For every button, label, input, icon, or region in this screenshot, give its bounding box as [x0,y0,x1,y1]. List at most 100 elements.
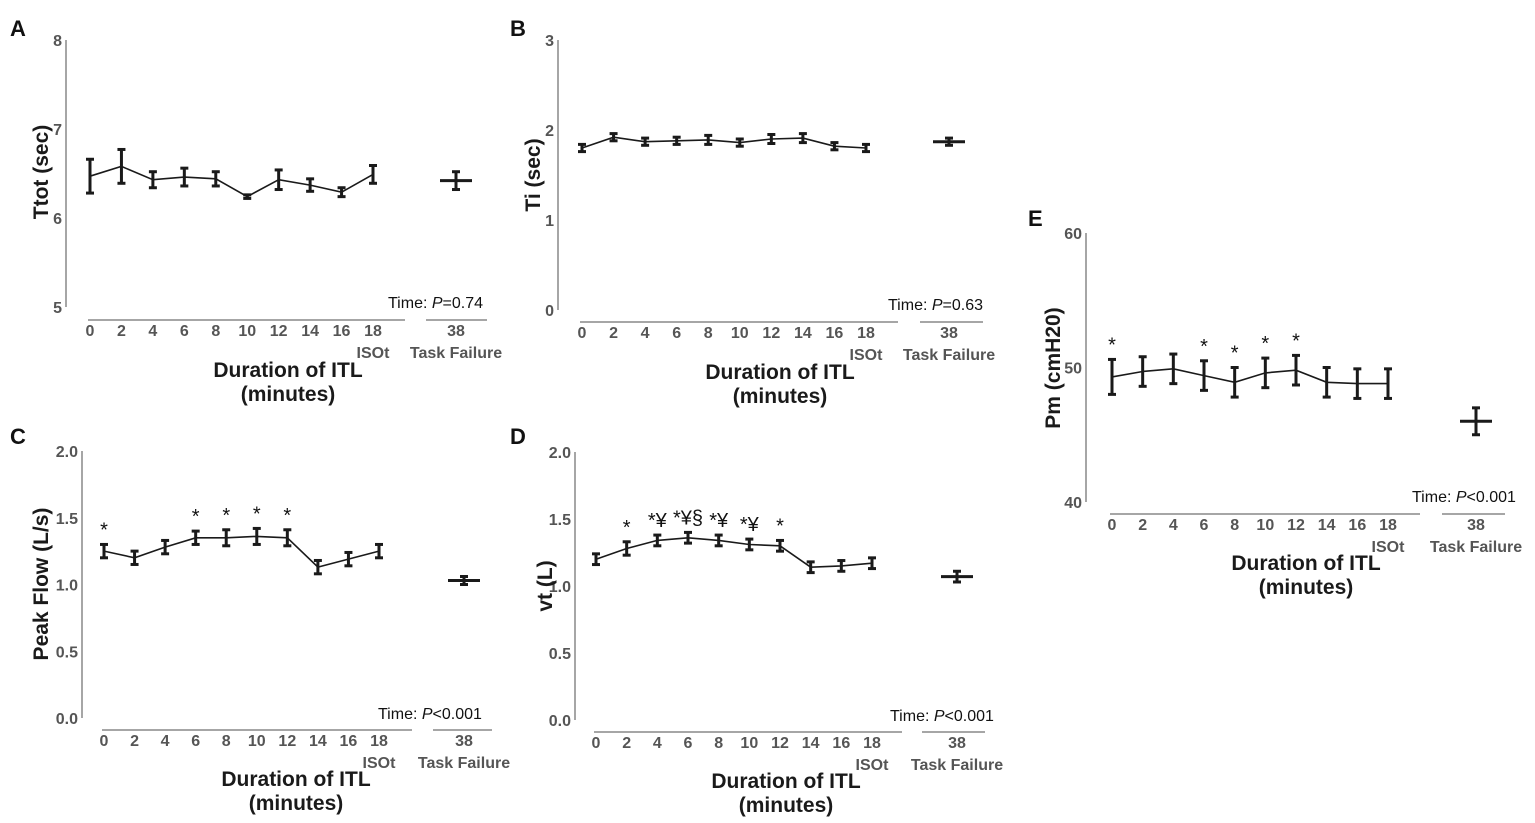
panel-c-x-tick-label: 8 [222,733,231,750]
panel-e-x-tick-label: 10 [1256,517,1274,534]
panel-b-x-tick-label: 18 [857,325,875,342]
panel-b-isot-label: ISOt [850,347,884,364]
panel-c-series-line [103,535,380,568]
panel-c-x-tick-label: 16 [340,733,358,750]
panel-a-y-tick-label: 8 [53,33,62,50]
panel-d-task-failure-tick: 38 [948,735,966,752]
panel-a-y-axis-label: Ttot (sec) [30,125,53,220]
panel-b-x-tick-label: 6 [672,325,681,342]
panel-a-x-tick-label: 0 [86,323,95,340]
panel-a-x-tick-label: 6 [180,323,189,340]
panel-a-x-tick-label: 14 [301,323,319,340]
panel-d-significance-marker: *¥§ [673,507,703,529]
panel-a-y-tick-label: 6 [53,211,62,228]
panel-e-y-axis-label: Pm (cmH20) [1042,307,1065,428]
panel-d-x-tick-label: 0 [592,735,601,752]
panel-c-y-tick-label: 2.0 [56,444,78,461]
panel-a-x-axis-sublabel: (minutes) [241,383,336,406]
panel-e-x-tick-label: 18 [1379,517,1397,534]
panel-a-series-line [89,165,374,198]
panel-b-x-tick-label: 4 [641,325,650,342]
panel-d-significance-marker: * [623,517,631,539]
panel-b-x-tick-label: 8 [704,325,713,342]
panel-e-x-tick-label: 4 [1169,517,1178,534]
panel-b-x-tick-label: 10 [731,325,749,342]
panel-b-y-axis-label: Ti (sec) [522,138,545,211]
panel-d-x-axis-label: Duration of ITL [711,770,860,793]
panel-e-x-tick-label: 8 [1230,517,1239,534]
panel-c-y-tick-label: 1.5 [56,511,78,528]
panel-e-x-tick-label: 0 [1108,517,1117,534]
panel-c-task-failure-label: Task Failure [418,755,510,772]
panel-e-x-axis-label: Duration of ITL [1231,552,1380,575]
panel-e-significance-marker: * [1231,343,1239,365]
panel-e-x-tick-label: 16 [1348,517,1366,534]
panel-c-isot-label: ISOt [363,755,397,772]
panel-e-y-tick-label: 50 [1064,361,1082,378]
panel-d-significance-marker: * [776,515,784,537]
panel-e-task-failure-label: Task Failure [1430,539,1522,556]
panel-b-stat-label: Time: P=0.63 [888,297,983,314]
panel-c-x-tick-label: 4 [161,733,170,750]
panel-e-x-tick-label: 14 [1318,517,1336,534]
panel-d-y-tick-label: 2.0 [549,445,571,462]
panel-d-significance-marker: *¥ [648,510,668,532]
panel-a-isot-label: ISOt [357,345,391,362]
panel-d-y-tick-label: 1.5 [549,512,571,529]
panel-c-y-tick-label: 1.0 [56,578,78,595]
panel-b-x-tick-label: 14 [794,325,812,342]
panel-d-x-tick-label: 18 [863,735,881,752]
panel-e-y-tick-label: 40 [1064,495,1082,512]
panel-d-series-line [595,536,873,569]
panel-d-x-tick-label: 16 [832,735,850,752]
panel-c-x-tick-label: 0 [100,733,109,750]
panel-d-x-tick-label: 2 [622,735,631,752]
panel-e-x-tick-label: 6 [1200,517,1209,534]
panel-d-significance-marker: *¥ [709,510,729,532]
panel-a-y-tick-label: 5 [53,300,62,317]
panel-c-x-tick-label: 18 [370,733,388,750]
panel-d-y-tick-label: 0.5 [549,646,571,663]
panel-c-y-axis-label: Peak Flow (L/s) [30,508,53,661]
panel-e-x-tick-label: 12 [1287,517,1305,534]
panel-a-x-tick-label: 10 [238,323,256,340]
panel-b-x-axis-sublabel: (minutes) [733,385,828,408]
panel-b-series-line [581,136,867,149]
panel-e-significance-marker: * [1200,336,1208,358]
panel-c-significance-marker: * [192,506,200,528]
panel-d-x-tick-label: 12 [771,735,789,752]
panel-c-x-tick-label: 10 [248,733,266,750]
panel-b-y-tick-label: 0 [545,303,554,320]
panel-c-y-tick-label: 0.5 [56,644,78,661]
panel-c-x-tick-label: 6 [191,733,200,750]
panel-b-x-tick-label: 16 [826,325,844,342]
panel-c-x-tick-label: 2 [130,733,139,750]
panel-a-letter: A [10,16,26,41]
panel-e-isot-label: ISOt [1372,539,1406,556]
panel-e-stat-label: Time: P<0.001 [1412,489,1516,506]
panel-d-y-tick-label: 0.0 [549,713,571,730]
panel-d-x-tick-label: 8 [714,735,723,752]
panel-e-significance-marker: * [1292,330,1300,352]
panel-c-y-tick-label: 0.0 [56,711,78,728]
panel-d-stat-label: Time: P<0.001 [890,708,994,725]
panel-d-y-axis-label: vt (L) [534,560,557,611]
panel-d-significance-marker: *¥ [740,514,760,536]
panel-c-significance-marker: * [100,519,108,541]
panel-b-y-tick-label: 2 [545,123,554,140]
panel-d-x-tick-label: 10 [740,735,758,752]
panel-c-x-axis-sublabel: (minutes) [249,792,344,815]
panel-a-task-failure-label: Task Failure [410,345,502,362]
panel-c-significance-marker: * [283,505,291,527]
panel-d-y-tick-label: 1.0 [549,579,571,596]
panel-e-series-line [1111,367,1388,385]
panel-c-x-axis-label: Duration of ITL [221,768,370,791]
panel-a-task-failure-tick: 38 [447,323,465,340]
panel-c-x-tick-label: 14 [309,733,327,750]
panel-e-significance-marker: * [1108,334,1116,356]
panel-b-x-tick-label: 2 [609,325,618,342]
panel-d-task-failure-label: Task Failure [911,757,1003,774]
panel-c-significance-marker: * [222,505,230,527]
panel-e-task-failure-tick: 38 [1467,517,1485,534]
